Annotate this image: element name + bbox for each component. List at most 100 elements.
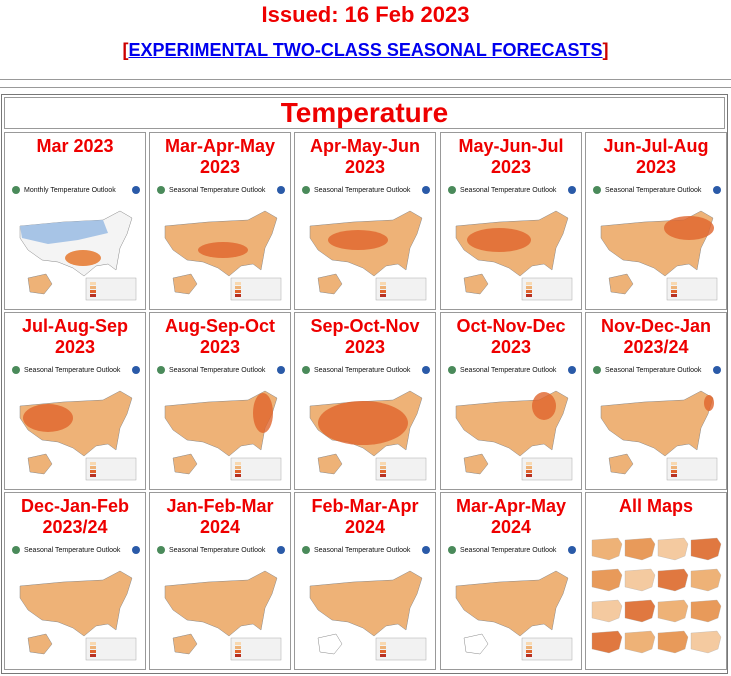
- thumb-map: [624, 630, 656, 654]
- map-image: Seasonal Temperature Outlook: [298, 358, 433, 486]
- legend: [666, 277, 718, 301]
- us-map: [309, 570, 423, 637]
- cell-title-line: Jul-Aug-Sep: [22, 316, 128, 336]
- thumb-map: [591, 630, 623, 654]
- divider: [0, 79, 731, 80]
- thumb-map: [657, 537, 689, 561]
- legend-swatch: [235, 646, 241, 649]
- legend-swatch: [526, 282, 532, 285]
- alaska: [608, 273, 634, 295]
- forecast-cell[interactable]: Sep-Oct-Nov 2023 Seasonal Temperature Outl…: [294, 312, 436, 490]
- forecast-cell[interactable]: Dec-Jan-Feb 2023/24 Seasonal Temperature O…: [4, 492, 146, 670]
- legend-swatch: [526, 286, 532, 289]
- legend-swatch: [90, 282, 96, 285]
- map-title: Seasonal Temperature Outlook: [24, 367, 121, 374]
- legend-swatch: [90, 290, 96, 293]
- bracket: [: [122, 40, 129, 60]
- forecast-link[interactable]: EXPERIMENTAL TWO-CLASS SEASONAL FORECAST…: [128, 40, 603, 60]
- forecast-cell[interactable]: Mar-Apr-May 2023 Seasonal Temperature Outl…: [149, 132, 291, 310]
- logo: [422, 366, 430, 374]
- logo: [277, 546, 285, 554]
- logo: [713, 366, 721, 374]
- us-map: [455, 570, 569, 637]
- forecast-cell[interactable]: Nov-Dec-Jan 2023/24 Seasonal Temperature O…: [585, 312, 727, 490]
- legend: [521, 457, 573, 481]
- legend-swatch: [90, 462, 96, 465]
- above-area: [318, 401, 408, 445]
- forecast-cell[interactable]: May-Jun-Jul 2023 Seasonal Temperature Outl…: [440, 132, 582, 310]
- forecast-cell[interactable]: Mar-Apr-May 2024 Seasonal Temperature Outl…: [440, 492, 582, 670]
- logo: [568, 366, 576, 374]
- legend-swatch: [235, 650, 241, 653]
- map-image: Seasonal Temperature Outlook: [298, 538, 433, 666]
- above-area: [253, 393, 273, 433]
- thumb-map: [690, 630, 722, 654]
- cell-title-line: 2023: [490, 337, 532, 357]
- legend-swatch: [380, 654, 386, 657]
- legend-swatch: [235, 466, 241, 469]
- legend-swatch: [90, 286, 96, 289]
- legend-swatch: [235, 654, 241, 657]
- forecast-cell[interactable]: All Maps: [585, 492, 727, 670]
- below-area: [20, 220, 108, 244]
- map-image: Seasonal Temperature Outlook: [444, 178, 579, 306]
- forecast-cell[interactable]: Feb-Mar-Apr 2024 Seasonal Temperature Outl…: [294, 492, 436, 670]
- legend-swatch: [90, 646, 96, 649]
- legend-swatch: [380, 286, 386, 289]
- legend: [375, 277, 427, 301]
- map-image: Seasonal Temperature Outlook: [589, 178, 724, 306]
- legend-swatch: [380, 650, 386, 653]
- legend: [85, 457, 137, 481]
- forecast-cell[interactable]: Jun-Jul-Aug 2023 Seasonal Temperature Outl…: [585, 132, 727, 310]
- cell-title-line: 2023: [490, 157, 532, 177]
- cell-title-line: 2023: [199, 157, 241, 177]
- logo: [157, 546, 165, 554]
- cell-title-line: Aug-Sep-Oct: [165, 316, 275, 336]
- cell-title-line: Sep-Oct-Nov: [310, 316, 420, 336]
- map-image: Seasonal Temperature Outlook: [153, 538, 288, 666]
- forecast-cell[interactable]: Mar 2023 Monthly Temperature Outlook: [4, 132, 146, 310]
- map-title: Seasonal Temperature Outlook: [460, 187, 557, 194]
- cell-title: Mar-Apr-May 2023: [150, 136, 290, 178]
- alaska: [27, 453, 53, 475]
- alaska: [463, 633, 489, 655]
- map-image: Seasonal Temperature Outlook: [444, 538, 579, 666]
- legend: [521, 637, 573, 661]
- legend-swatch: [671, 286, 677, 289]
- legend-swatch: [526, 462, 532, 465]
- forecast-cell[interactable]: Oct-Nov-Dec 2023 Seasonal Temperature Outl…: [440, 312, 582, 490]
- map-title: Seasonal Temperature Outlook: [169, 187, 266, 194]
- cell-title: Jun-Jul-Aug 2023: [586, 136, 726, 178]
- cell-title-line: All Maps: [618, 496, 693, 516]
- forecast-cell[interactable]: Aug-Sep-Oct 2023 Seasonal Temperature Outl…: [149, 312, 291, 490]
- thumb-map: [657, 630, 689, 654]
- logo: [568, 186, 576, 194]
- logo: [713, 186, 721, 194]
- bracket: ]: [602, 40, 609, 60]
- divider: [0, 87, 731, 88]
- legend-swatch: [235, 642, 241, 645]
- forecast-cell[interactable]: Jul-Aug-Sep 2023 Seasonal Temperature Outl…: [4, 312, 146, 490]
- legend-swatch: [380, 470, 386, 473]
- forecast-cell[interactable]: Jan-Feb-Mar 2024 Seasonal Temperature Outl…: [149, 492, 291, 670]
- us-map: [600, 390, 714, 457]
- map-image: Seasonal Temperature Outlook: [8, 358, 143, 486]
- legend-swatch: [235, 474, 241, 477]
- legend-swatch: [90, 466, 96, 469]
- forecast-cell[interactable]: Apr-May-Jun 2023 Seasonal Temperature Outl…: [294, 132, 436, 310]
- legend-swatch: [671, 462, 677, 465]
- above-area: [467, 228, 531, 252]
- cell-title-line: Jan-Feb-Mar: [166, 496, 274, 516]
- logo: [277, 186, 285, 194]
- legend: [85, 277, 137, 301]
- legend-swatch: [526, 294, 532, 297]
- above-area: [328, 230, 388, 250]
- legend-swatch: [380, 466, 386, 469]
- legend-swatch: [90, 654, 96, 657]
- legend-swatch: [235, 462, 241, 465]
- forecast-table: Temperature Mar 2023 Monthly Temperature …: [1, 94, 728, 674]
- thumb-map: [591, 568, 623, 592]
- legend-swatch: [380, 646, 386, 649]
- thumb-map: [657, 599, 689, 623]
